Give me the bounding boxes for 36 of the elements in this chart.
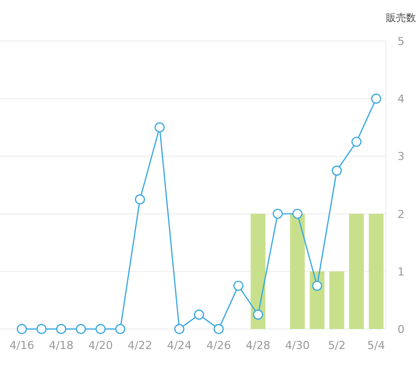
point xyxy=(115,324,126,334)
x-tick-label: 4/30 xyxy=(285,339,310,352)
y-tick-label: 4 xyxy=(398,92,404,106)
point xyxy=(36,324,47,334)
x-tick-label: 4/26 xyxy=(206,339,232,352)
y-tick-label: 1 xyxy=(398,265,404,278)
y-tick-label: 3 xyxy=(398,150,404,164)
point xyxy=(292,208,303,219)
point xyxy=(233,280,244,291)
point xyxy=(134,194,146,204)
point xyxy=(154,122,165,132)
y-tick-label: 5 xyxy=(398,35,404,48)
point xyxy=(16,324,27,334)
point xyxy=(95,324,106,334)
x-tick-label: 4/18 xyxy=(48,339,74,352)
x-tick-label: 4/28 xyxy=(246,339,270,352)
point xyxy=(56,324,66,334)
point xyxy=(351,136,362,147)
y-axis-title: 販売数 xyxy=(386,12,416,24)
x-tick-label: 4/20 xyxy=(88,339,113,352)
y-tick-label: 2 xyxy=(398,208,404,221)
point xyxy=(332,166,342,176)
point xyxy=(252,310,264,320)
point xyxy=(76,324,86,334)
y-tick-label: 0 xyxy=(398,323,404,336)
point xyxy=(194,310,204,320)
point xyxy=(272,208,283,219)
x-tick-label: 4/22 xyxy=(128,339,152,352)
point xyxy=(214,324,224,334)
point xyxy=(371,94,382,104)
x-tick-label: 5/2 xyxy=(328,339,346,352)
x-tick-label: 4/24 xyxy=(166,339,192,352)
point xyxy=(312,280,322,291)
point xyxy=(174,324,184,334)
x-tick-label: 5/4 xyxy=(367,339,386,352)
x-tick-label: 4/16 xyxy=(9,339,34,352)
